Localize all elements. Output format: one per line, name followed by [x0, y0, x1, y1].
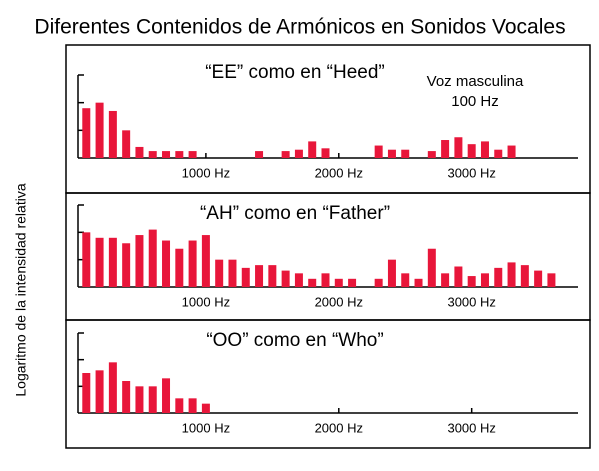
- bar: [241, 267, 250, 287]
- bar: [348, 278, 357, 287]
- bar: [401, 149, 410, 158]
- bar: [95, 237, 104, 287]
- bar: [122, 381, 131, 413]
- panel-title: “EE” como en “Heed”: [205, 62, 385, 83]
- bar: [188, 151, 197, 158]
- bar: [135, 146, 144, 158]
- bar: [480, 273, 489, 287]
- bar: [374, 145, 383, 158]
- x-tick-label: 2000 Hz: [315, 165, 363, 180]
- bar: [215, 259, 224, 287]
- bar: [494, 267, 503, 287]
- bar: [387, 259, 396, 287]
- bar: [122, 243, 131, 287]
- bar: [148, 386, 157, 413]
- bar: [95, 370, 104, 413]
- bar: [188, 398, 197, 413]
- bar: [108, 362, 117, 413]
- panel-frame: [65, 319, 591, 449]
- bar: [454, 266, 463, 287]
- bar: [82, 232, 91, 287]
- bar: [480, 141, 489, 158]
- bar: [334, 278, 343, 287]
- bar: [414, 278, 423, 287]
- bar: [294, 273, 303, 287]
- bar: [441, 273, 450, 287]
- bar: [108, 110, 117, 158]
- bar: [547, 273, 556, 287]
- bar: [441, 140, 450, 158]
- y-axis-label: Logaritmo de la intensidad relativa: [13, 183, 29, 396]
- bar: [467, 276, 476, 287]
- bar: [201, 403, 210, 413]
- bar: [534, 270, 543, 287]
- x-tick-label: 1000 Hz: [182, 294, 230, 309]
- x-tick-label: 3000 Hz: [447, 165, 495, 180]
- bar: [454, 137, 463, 158]
- bar: [427, 248, 436, 287]
- bar: [122, 130, 131, 158]
- bar: [321, 148, 330, 158]
- bar: [374, 278, 383, 287]
- x-tick-label: 2000 Hz: [315, 294, 363, 309]
- bar: [175, 248, 184, 287]
- bar: [255, 151, 264, 158]
- bar: [82, 373, 91, 413]
- bar: [294, 149, 303, 158]
- bar: [228, 259, 237, 287]
- bar: [308, 141, 317, 158]
- bar: [268, 265, 277, 287]
- bar: [401, 273, 410, 287]
- bar: [188, 240, 197, 287]
- x-tick-label: 3000 Hz: [447, 420, 495, 435]
- x-tick-label: 1000 Hz: [182, 420, 230, 435]
- bar: [321, 273, 330, 287]
- bar: [162, 240, 171, 287]
- bar: [175, 151, 184, 158]
- bar: [387, 149, 396, 158]
- x-tick-label: 1000 Hz: [182, 165, 230, 180]
- bar: [108, 237, 117, 287]
- bar: [427, 151, 436, 158]
- bar: [507, 145, 516, 158]
- bar: [162, 378, 171, 413]
- panel-title: “AH” como en “Father”: [200, 203, 390, 224]
- chart-title: Diferentes Contenidos de Armónicos en So…: [34, 16, 565, 39]
- bar: [494, 149, 503, 158]
- bar: [281, 151, 290, 158]
- bar: [308, 278, 317, 287]
- bar: [201, 235, 210, 287]
- bar: [162, 151, 171, 158]
- x-tick-label: 2000 Hz: [315, 420, 363, 435]
- bar: [148, 151, 157, 158]
- bar: [95, 102, 104, 158]
- bar: [175, 398, 184, 413]
- x-tick-label: 3000 Hz: [447, 294, 495, 309]
- bar: [148, 229, 157, 287]
- bar: [135, 386, 144, 413]
- bar: [255, 265, 264, 287]
- bar: [135, 235, 144, 287]
- annotation: Voz masculina: [427, 73, 524, 90]
- bar: [520, 265, 529, 287]
- bar: [82, 108, 91, 158]
- bar: [467, 144, 476, 158]
- bar: [281, 270, 290, 287]
- panel-title: “OO” como en “Who”: [206, 330, 383, 351]
- annotation: 100 Hz: [451, 93, 499, 110]
- bar: [507, 262, 516, 287]
